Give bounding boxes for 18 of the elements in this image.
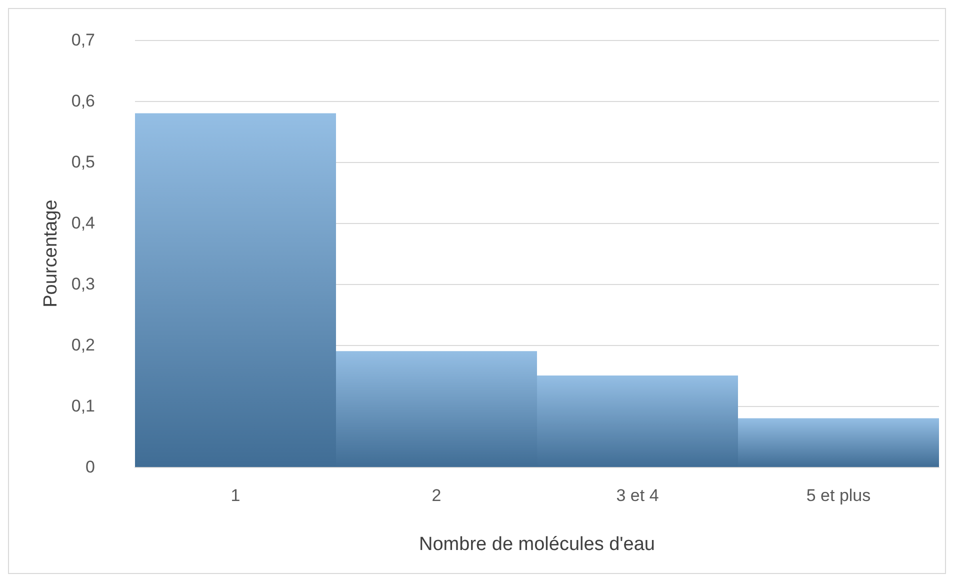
y-tick-label: 0,6 [71, 92, 95, 110]
y-tick-label: 0,5 [71, 152, 95, 172]
bar [135, 113, 336, 467]
x-tick-label: 1 [230, 486, 240, 505]
y-tick-label: 0 [86, 458, 95, 476]
y-axis-title: Pourcentage [40, 200, 62, 308]
y-tick-label: 0,4 [71, 214, 95, 232]
y-tick-label: 0,2 [71, 336, 95, 354]
y-tick-label: 0,7 [71, 30, 95, 50]
bar [336, 351, 537, 467]
bar [537, 376, 738, 467]
x-tick-label: 3 et 4 [616, 486, 659, 505]
x-tick-label: 5 et plus [806, 486, 871, 505]
y-tick-label: 0,1 [71, 396, 95, 416]
bar [738, 418, 939, 467]
x-axis-title: Nombre de molécules d'eau [419, 534, 655, 555]
x-tick-label: 2 [432, 486, 442, 505]
y-tick-label: 0,3 [71, 274, 95, 294]
